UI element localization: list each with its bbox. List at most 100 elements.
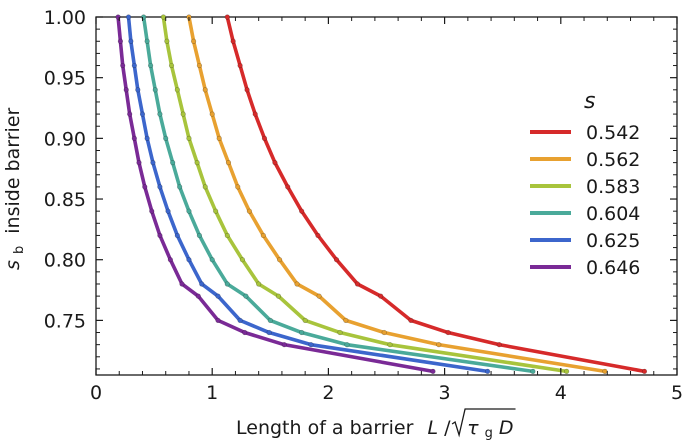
data-point — [445, 329, 451, 336]
data-point — [168, 62, 175, 69]
data-point — [299, 208, 305, 214]
data-point — [299, 329, 305, 336]
data-point — [308, 342, 314, 348]
data-point — [144, 38, 150, 44]
data-point — [157, 184, 163, 190]
data-point — [261, 135, 268, 141]
data-point — [343, 317, 349, 323]
series-line — [116, 15, 435, 374]
data-point — [195, 293, 201, 299]
data-point — [186, 135, 192, 141]
data-point — [174, 87, 180, 93]
data-point — [123, 87, 129, 93]
data-point — [281, 342, 287, 348]
data-point — [387, 342, 393, 348]
data-point — [157, 232, 163, 239]
legend-label: 0.604 — [586, 203, 640, 225]
data-point — [163, 135, 169, 141]
data-point — [125, 14, 132, 20]
data-point — [194, 160, 200, 166]
y-axis-title-s: s — [2, 260, 24, 270]
y-tick-label: 0.75 — [44, 310, 86, 332]
data-point — [136, 160, 142, 166]
sqrt-radical — [451, 408, 516, 438]
x-axis-title: Length of a barrier L / — [236, 417, 451, 439]
data-point — [530, 368, 536, 374]
data-point — [333, 257, 340, 263]
data-point — [260, 232, 266, 239]
legend-title: s — [584, 89, 595, 114]
data-point — [244, 87, 250, 93]
data-point — [160, 14, 166, 20]
x-axis-math-L: L — [427, 417, 438, 439]
data-point — [202, 87, 208, 93]
data-point — [272, 160, 278, 166]
data-point — [237, 317, 243, 323]
data-point — [165, 208, 171, 214]
data-point — [381, 329, 387, 336]
data-point — [180, 111, 186, 117]
data-point — [224, 232, 230, 239]
data-point — [302, 317, 308, 323]
data-point — [177, 184, 183, 190]
series-layer — [115, 14, 648, 374]
legend: s 0.542 0.562 0.583 0.604 0.625 0.646 — [530, 89, 640, 279]
data-point — [344, 342, 350, 348]
data-point — [131, 62, 137, 69]
y-axis-title: s b inside barrier — [2, 107, 28, 270]
data-point — [139, 111, 146, 117]
x-axis-math-D: D — [499, 417, 514, 439]
data-point — [266, 329, 272, 336]
data-point — [378, 293, 384, 299]
data-point — [237, 62, 243, 69]
data-point — [256, 281, 262, 287]
data-point — [196, 62, 203, 69]
x-tick-label: 1 — [206, 382, 218, 404]
data-point — [186, 257, 192, 263]
x-axis-title-radicand: τ g D — [467, 417, 513, 442]
data-point — [230, 38, 236, 44]
data-point — [246, 208, 252, 214]
data-point — [252, 111, 258, 117]
x-axis-ticks: 0 1 2 3 4 5 — [90, 17, 683, 404]
legend-label: 0.542 — [586, 122, 640, 144]
data-point — [179, 281, 185, 287]
y-tick-label: 1.00 — [44, 7, 86, 29]
y-axis-title-sub: b — [12, 246, 27, 254]
y-axis-ticks: 0.75 0.80 0.85 0.90 0.95 1.00 — [44, 7, 677, 370]
x-axis-math-tau: τ — [467, 417, 479, 439]
data-point — [149, 208, 155, 214]
series-0.583 — [160, 14, 570, 374]
plot-frame — [95, 16, 678, 376]
legend-items: 0.542 0.562 0.583 0.604 0.625 0.646 — [530, 122, 640, 279]
x-tick-label: 4 — [555, 382, 567, 404]
x-axis-math-slash: / — [444, 417, 451, 439]
x-tick-label: 3 — [439, 382, 451, 404]
data-point — [152, 87, 158, 93]
legend-label: 0.583 — [586, 176, 640, 198]
data-point — [186, 208, 192, 214]
data-point — [430, 368, 436, 374]
series-line — [187, 15, 607, 374]
data-point — [144, 135, 150, 141]
y-tick-label: 0.95 — [44, 68, 86, 90]
data-point — [235, 184, 241, 190]
data-point — [275, 293, 282, 299]
data-point — [294, 281, 300, 287]
x-axis-title-text: Length of a barrier — [236, 417, 414, 439]
y-tick-label: 0.80 — [44, 250, 86, 272]
data-point — [199, 281, 205, 287]
series-0.604 — [141, 14, 536, 374]
series-0.562 — [186, 14, 608, 374]
data-point — [276, 257, 283, 263]
data-point — [209, 111, 215, 117]
data-point — [170, 160, 176, 166]
data-point — [142, 184, 148, 190]
data-point — [285, 184, 291, 190]
series-0.542 — [224, 14, 648, 374]
data-point — [213, 208, 219, 214]
legend-label: 0.646 — [586, 257, 640, 279]
data-point — [225, 160, 232, 166]
